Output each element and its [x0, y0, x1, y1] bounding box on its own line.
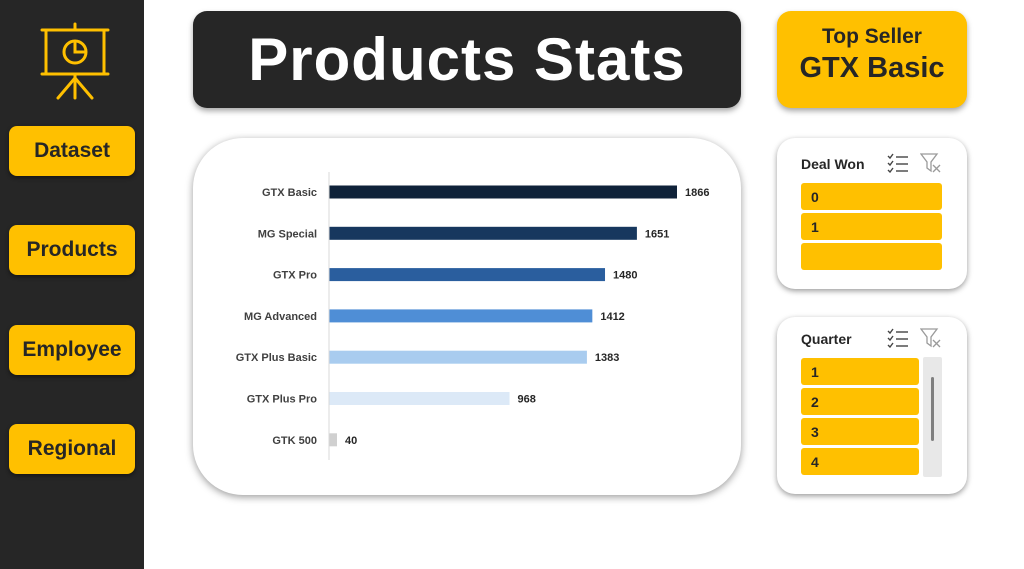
bar: [329, 226, 637, 240]
multi-select-icon[interactable]: [887, 328, 909, 348]
quarter-item-1[interactable]: 1: [801, 358, 919, 385]
bar: [329, 309, 593, 323]
data-label: 40: [345, 435, 357, 447]
clear-filter-icon[interactable]: [920, 153, 942, 173]
category-label: GTX Plus Basic: [236, 352, 317, 364]
sidebar: Dataset Products Employee Regional: [0, 0, 144, 569]
nav-employee-button[interactable]: Employee: [9, 325, 135, 375]
quarter-slicer-title: Quarter: [801, 331, 852, 347]
category-label: GTX Basic: [262, 187, 317, 199]
products-bar-chart: GTX Basic 1866 MG Special 1651 GTX Pro 1480 MG…: [236, 172, 709, 460]
multi-select-icon[interactable]: [887, 153, 909, 173]
page-title: Products Stats: [193, 11, 741, 108]
deal-won-item-0[interactable]: 0: [801, 183, 942, 210]
data-label: 1651: [645, 228, 669, 240]
nav-products-button[interactable]: Products: [9, 225, 135, 275]
nav-dataset-button[interactable]: Dataset: [9, 126, 135, 176]
top-seller-value: GTX Basic: [799, 52, 945, 84]
category-label: GTK 500: [272, 435, 317, 447]
clear-filter-icon[interactable]: [920, 328, 942, 348]
bar: [329, 185, 677, 199]
quarter-item-2[interactable]: 2: [801, 388, 919, 415]
quarter-item-4[interactable]: 4: [801, 448, 919, 475]
data-label: 968: [518, 394, 536, 406]
nav-regional-button[interactable]: Regional: [9, 424, 135, 474]
presentation-chart-icon: [40, 22, 110, 100]
category-label: GTX Pro: [273, 270, 317, 282]
data-label: 1480: [613, 270, 637, 282]
quarter-item-3[interactable]: 3: [801, 418, 919, 445]
top-seller-label: Top Seller: [822, 25, 922, 48]
top-seller-card: Top Seller GTX Basic: [777, 11, 967, 108]
category-label: MG Advanced: [244, 311, 317, 323]
bar: [329, 392, 510, 405]
category-label: MG Special: [258, 228, 317, 240]
data-label: 1866: [685, 187, 709, 199]
bar: [329, 268, 606, 282]
deal-won-item-blank[interactable]: [801, 243, 942, 270]
deal-won-item-1[interactable]: 1: [801, 213, 942, 240]
data-label: 1412: [600, 311, 624, 323]
bar: [329, 433, 337, 447]
category-label: GTX Plus Pro: [247, 394, 318, 406]
quarter-scrollbar-thumb[interactable]: [931, 377, 934, 441]
deal-won-slicer-title: Deal Won: [801, 156, 865, 172]
data-label: 1383: [595, 352, 619, 364]
bar: [329, 350, 587, 364]
products-chart-card: GTX Basic 1866 MG Special 1651 GTX Pro 1480 MG…: [193, 138, 741, 495]
